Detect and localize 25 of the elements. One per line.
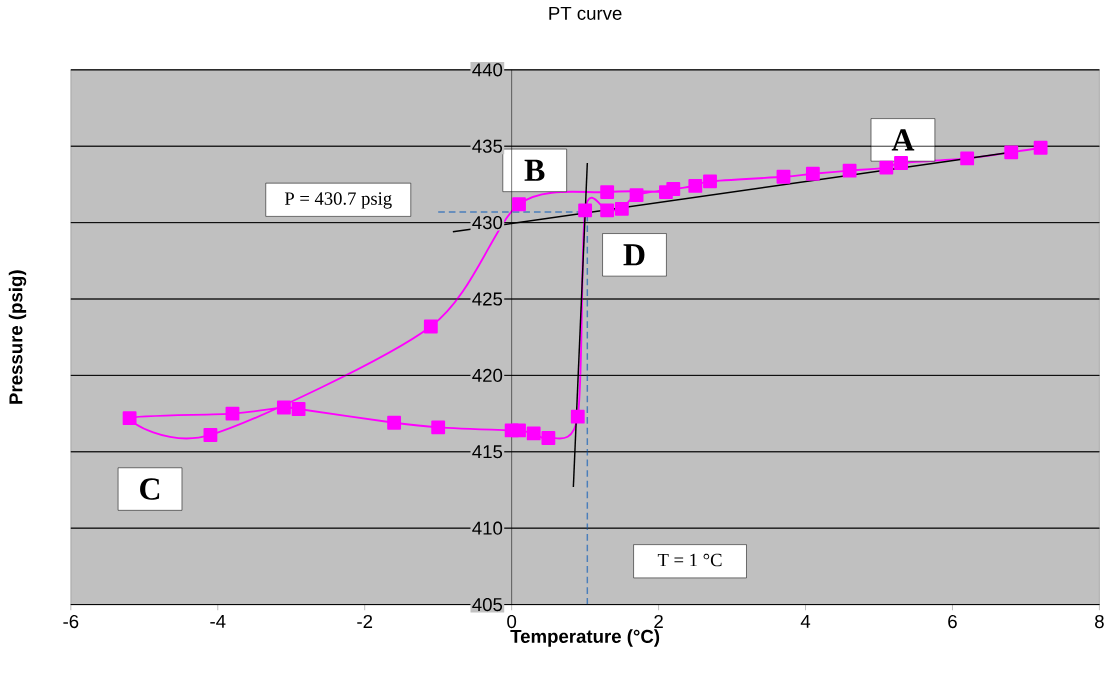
y-tick-label: 440 (472, 63, 503, 77)
y-tick-label: 425 (472, 292, 503, 306)
y-axis-title: Pressure (psig) (8, 270, 27, 404)
x-tick-label: 4 (800, 614, 811, 628)
annotation: T = 1 °C (657, 553, 722, 567)
x-axis-title: Temperature (°C) (510, 629, 660, 647)
x-tick-label: 2 (654, 614, 663, 628)
x-tick-label: -4 (210, 614, 226, 628)
chart-title: PT curve (549, 6, 622, 20)
annotation: D (623, 244, 645, 266)
x-tick-label: 6 (948, 614, 957, 628)
y-tick-label: 405 (472, 597, 503, 611)
x-tick-label: 0 (507, 614, 517, 628)
y-tick-label: 430 (472, 215, 503, 230)
y-tick-label: 420 (472, 368, 503, 382)
annotation: A (891, 129, 915, 151)
x-tick-label: -2 (357, 614, 373, 628)
y-tick-label: 410 (472, 521, 503, 535)
annotation: C (140, 478, 160, 500)
x-tick-label: 8 (1095, 614, 1104, 628)
y-tick-label: 435 (472, 139, 503, 153)
x-tick-label: -6 (63, 614, 79, 628)
annotation: P = 430.7 psig (284, 192, 392, 209)
y-tick-label: 415 (472, 445, 503, 459)
annotation: B (524, 159, 545, 181)
